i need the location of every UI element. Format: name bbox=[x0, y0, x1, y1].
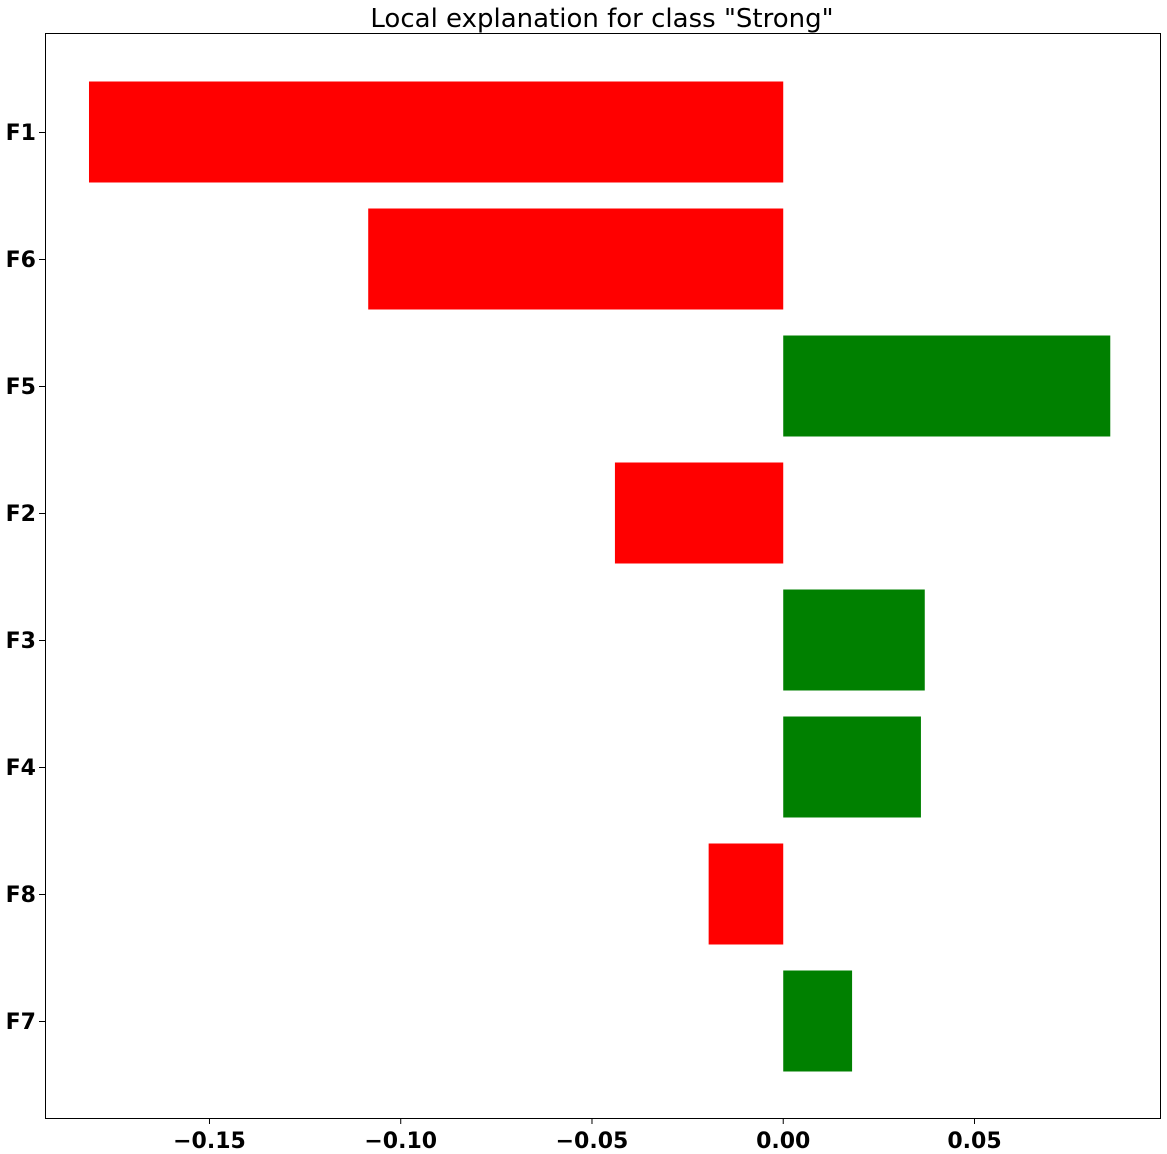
y-tick-label: F8 bbox=[6, 883, 36, 908]
y-tick-label: F2 bbox=[6, 502, 36, 527]
bar-f5 bbox=[783, 335, 1111, 437]
x-tick-label: −0.05 bbox=[556, 1129, 629, 1154]
bar-f7 bbox=[783, 970, 853, 1072]
x-tick-label: 0.00 bbox=[756, 1129, 810, 1154]
bars-group bbox=[88, 81, 1111, 1072]
y-tick-label: F3 bbox=[6, 629, 36, 654]
x-axis: −0.15 −0.10 −0.05 0.00 0.05 bbox=[173, 1118, 1002, 1154]
chart-title: Local explanation for class "Strong" bbox=[370, 4, 833, 34]
x-tick-label: −0.10 bbox=[364, 1129, 437, 1154]
y-tick-label: F5 bbox=[6, 375, 36, 400]
plot-frame bbox=[45, 33, 1161, 1119]
bar-f1 bbox=[88, 81, 784, 183]
bar-f4 bbox=[783, 716, 921, 818]
y-tick-label: F1 bbox=[6, 121, 36, 146]
x-tick-label: 0.05 bbox=[947, 1129, 1001, 1154]
y-axis: F1 F6 F5 F2 F3 F4 F8 F7 bbox=[6, 121, 45, 1035]
y-tick-label: F7 bbox=[6, 1010, 36, 1035]
y-tick-label: F4 bbox=[6, 756, 36, 781]
bar-f2 bbox=[614, 462, 784, 564]
x-tick-label: −0.15 bbox=[173, 1129, 246, 1154]
bar-f8 bbox=[708, 843, 784, 945]
bar-f6 bbox=[368, 208, 784, 310]
bar-f3 bbox=[783, 589, 925, 691]
y-tick-label: F6 bbox=[6, 248, 36, 273]
